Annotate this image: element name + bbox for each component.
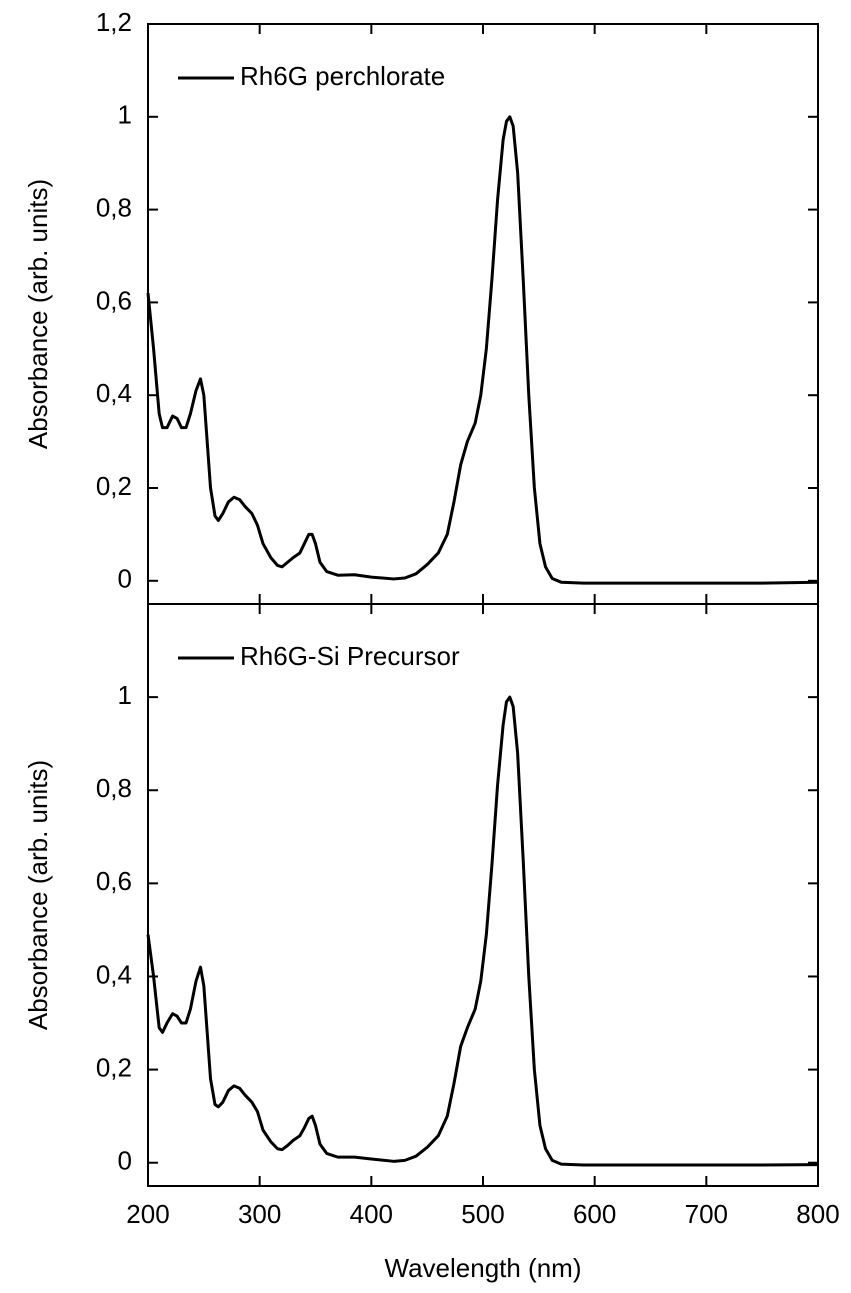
x-tick-label: 600: [573, 1199, 616, 1229]
x-tick-label: 700: [685, 1199, 728, 1229]
y-tick-label: 0: [118, 1146, 132, 1176]
y-tick-label: 0: [118, 564, 132, 594]
x-tick-label: 800: [796, 1199, 839, 1229]
y-tick-label: 0,2: [96, 471, 132, 501]
y-tick-label: 1,2: [96, 7, 132, 37]
x-tick-label: 400: [350, 1199, 393, 1229]
data-line: [146, 115, 819, 585]
plot-frame: [147, 23, 819, 605]
y-tick-label: 0,4: [96, 959, 132, 989]
x-tick-label: 300: [238, 1199, 281, 1229]
y-tick-label: 0,8: [96, 773, 132, 803]
y-tick-label: 1: [118, 680, 132, 710]
y-tick-label: 0,6: [96, 285, 132, 315]
y-tick-label: 1: [118, 100, 132, 130]
legend-label: Rh6G perchlorate: [240, 61, 445, 91]
y-tick-label: 0,2: [96, 1052, 132, 1082]
y-axis-label: Absorbance (arb. units): [23, 760, 53, 1030]
x-tick-label: 500: [461, 1199, 504, 1229]
y-tick-label: 0,8: [96, 192, 132, 222]
x-tick-label: 200: [126, 1199, 169, 1229]
data-line: [146, 695, 819, 1167]
x-axis-label: Wavelength (nm): [385, 1253, 582, 1283]
y-tick-label: 0,4: [96, 378, 132, 408]
y-tick-label: 0,6: [96, 866, 132, 896]
legend-label: Rh6G-Si Precursor: [240, 641, 460, 671]
y-axis-label: Absorbance (arb. units): [23, 179, 53, 449]
